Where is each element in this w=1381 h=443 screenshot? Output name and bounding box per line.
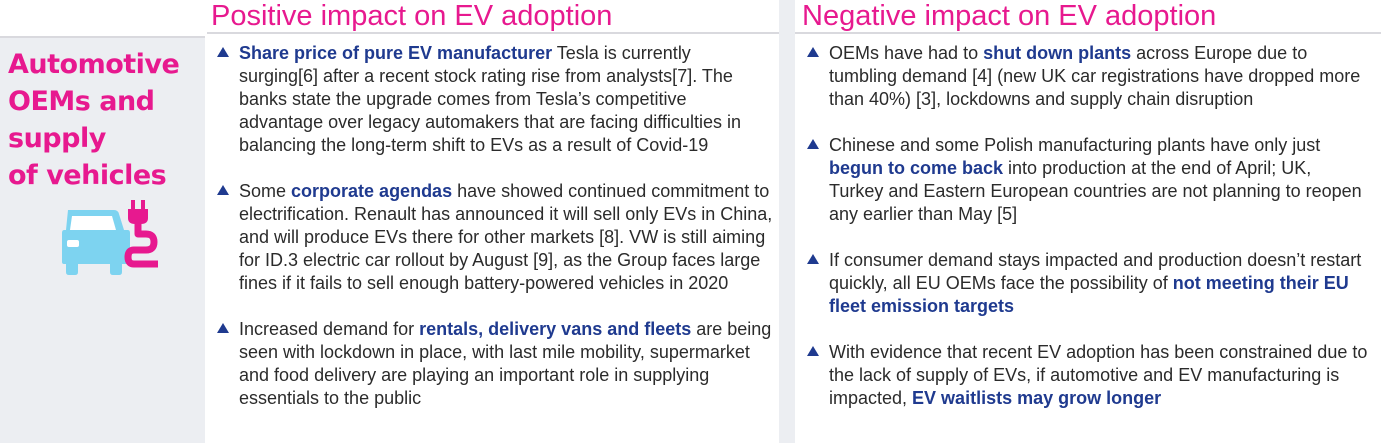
bullet-item: If consumer demand stays impacted and pr… — [807, 249, 1369, 318]
negative-impact-panel — [795, 36, 1381, 443]
triangle-bullet-icon — [807, 139, 819, 149]
row-title-line: Automotive — [8, 49, 180, 80]
plug-prong — [141, 200, 145, 210]
bullet-item: With evidence that recent EV adoption ha… — [807, 341, 1369, 410]
plug-prong — [131, 200, 135, 210]
row-divider-line — [0, 36, 205, 38]
row-title-line: OEMs and — [8, 86, 155, 117]
bullet-text: are being seen with lockdown in place, w… — [239, 319, 772, 408]
triangle-bullet-icon — [807, 254, 819, 264]
bullet-text: across Europe due to tumbling demand [4]… — [829, 43, 1361, 109]
highlight-text: rentals, delivery vans and fleets — [419, 319, 692, 339]
bullet-item: Some corporate agendas have showed conti… — [217, 180, 774, 295]
highlight-text: Share price of pure EV manufacturer — [239, 43, 553, 63]
row-title-line: supply — [8, 123, 106, 154]
column-divider — [779, 36, 795, 443]
electric-car-plug-icon — [62, 200, 158, 275]
row-title-line: of vehicles — [8, 160, 167, 191]
highlight-text: corporate agendas — [291, 181, 453, 201]
bullet-text: Chinese and some Polish manufacturing pl… — [829, 135, 1321, 155]
positive-bullet-list: Share price of pure EV manufacturer Tesl… — [217, 42, 774, 410]
triangle-bullet-icon — [807, 346, 819, 356]
triangle-bullet-icon — [217, 47, 229, 57]
bullet-text: Tesla is currently surging[6] after a re… — [239, 43, 741, 155]
bullet-item: Share price of pure EV manufacturer Tesl… — [217, 42, 774, 157]
bullet-text: Increased demand for — [239, 319, 420, 339]
header-gap — [779, 0, 795, 36]
positive-impact-panel — [205, 36, 779, 443]
bullet-text: have showed continued commitment to elec… — [239, 181, 773, 293]
bullet-text: Some — [239, 181, 292, 201]
bullet-text: OEMs have had to — [829, 43, 984, 63]
car-headlight-shape — [67, 240, 79, 247]
bullet-text: With evidence that recent EV adoption ha… — [829, 342, 1368, 408]
plug-head-shape — [128, 209, 148, 224]
triangle-bullet-icon — [217, 185, 229, 195]
highlight-text: EV waitlists may grow longer — [912, 388, 1162, 408]
plug-cable-shape — [124, 224, 158, 268]
triangle-bullet-icon — [807, 47, 819, 57]
bullet-item: OEMs have had to shut down plants across… — [807, 42, 1369, 111]
triangle-bullet-icon — [217, 323, 229, 333]
negative-bullet-list: OEMs have had to shut down plants across… — [807, 42, 1369, 410]
negative-impact-header: Negative impact on EV adoption — [795, 0, 1381, 34]
bullet-item: Chinese and some Polish manufacturing pl… — [807, 134, 1369, 226]
bullet-text: into production at the end of April; UK,… — [829, 158, 1362, 224]
car-windshield-shape — [70, 216, 116, 230]
row-title: Automotive OEMs and supply of vehicles — [8, 46, 203, 194]
highlight-text: shut down plants — [983, 43, 1132, 63]
bullet-text: If consumer demand stays impacted and pr… — [829, 250, 1362, 293]
positive-impact-header: Positive impact on EV adoption — [207, 0, 779, 34]
bullet-item: Increased demand for rentals, delivery v… — [217, 318, 774, 410]
highlight-text: begun to come back — [829, 158, 1004, 178]
highlight-text: not meeting their EU fleet emission targ… — [829, 273, 1349, 316]
